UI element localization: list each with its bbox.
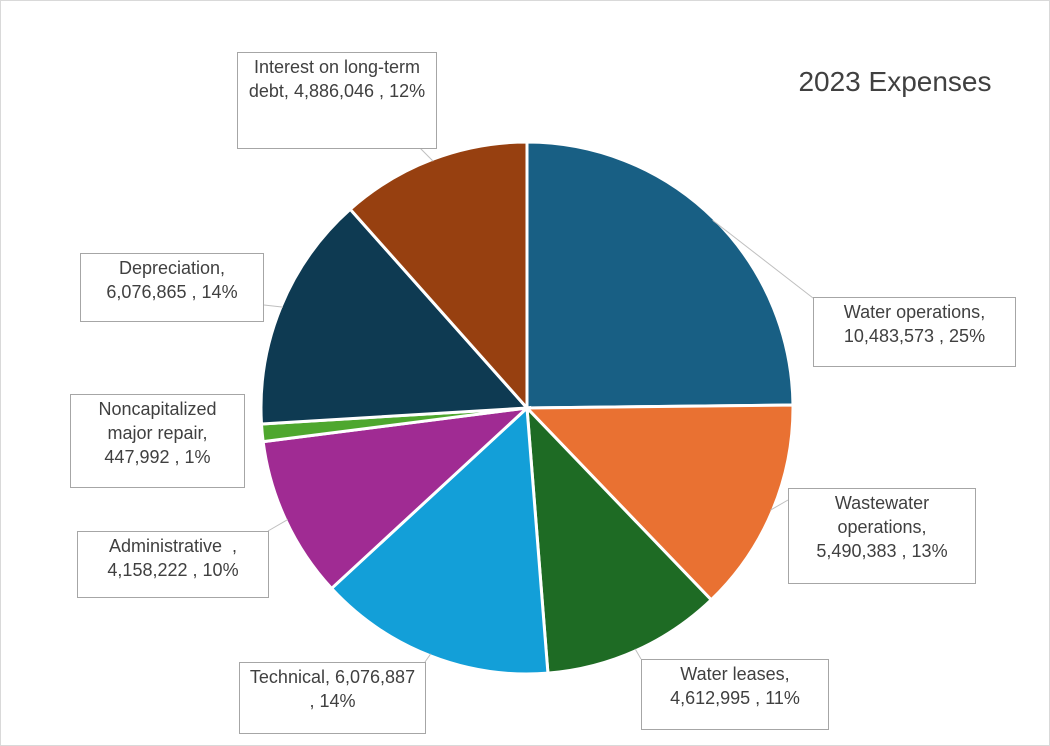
separator: , [921, 517, 927, 537]
leader-line [267, 519, 288, 532]
value-label: 6,076,887 [335, 667, 416, 687]
data-label: Technical, 6,076,887 , 14% [239, 662, 426, 734]
leader-line [419, 147, 434, 162]
separator: , [174, 447, 180, 467]
separator: , [901, 541, 907, 561]
pie-slice [525, 140, 795, 410]
leader-line [424, 653, 432, 663]
percent-label: 11% [765, 688, 800, 708]
separator: , [192, 560, 198, 580]
separator: , [755, 688, 761, 708]
percent-label: 12% [389, 81, 426, 101]
separator: , [191, 282, 197, 302]
category: Noncapitalized major repair [98, 399, 222, 443]
data-label: Depreciation, 6,076,865 , 14% [80, 253, 264, 322]
separator: , [324, 667, 330, 687]
percent-label: 14% [319, 691, 356, 711]
value-label: 5,490,383 [816, 541, 897, 561]
category: Technical [249, 667, 325, 687]
category: Interest on long-term debt [248, 57, 426, 101]
data-label: Interest on long-term debt, 4,886,046 , … [237, 52, 437, 149]
separator: , [309, 691, 315, 711]
data-label: Wastewater operations, 5,490,383 , 13% [788, 488, 976, 584]
leader-line [263, 304, 284, 308]
separator: , [784, 664, 790, 684]
separator: , [283, 81, 289, 101]
separator: , [379, 81, 385, 101]
pie-slice [523, 403, 795, 602]
leader-line [634, 648, 642, 660]
separator: , [232, 536, 238, 556]
pie-slice [348, 140, 529, 412]
category: Water leases [680, 664, 785, 684]
pie-slice [259, 207, 531, 426]
percent-label: 13% [911, 541, 948, 561]
value-label: 6,076,865 [106, 282, 187, 302]
chart-title: 2023 Expenses [798, 66, 992, 97]
value-label: 4,158,222 [107, 560, 188, 580]
data-label: Water leases, 4,612,995 , 11% [641, 659, 829, 730]
category: Administrative [108, 536, 233, 556]
category: Depreciation [118, 258, 221, 278]
data-label: Noncapitalized major repair, 447,992 , 1… [70, 394, 245, 488]
percent-label: 10% [202, 560, 239, 580]
percent-label: 1% [184, 447, 211, 467]
separator: , [220, 258, 226, 278]
leader-line [712, 219, 814, 299]
category: Wastewater operations [834, 493, 935, 537]
category: Water operations [843, 302, 981, 322]
separator: , [939, 326, 945, 346]
data-label: Administrative , 4,158,222 , 10% [77, 531, 269, 598]
value-label: 4,612,995 [670, 688, 751, 708]
percent-label: 14% [201, 282, 238, 302]
separator: , [202, 423, 208, 443]
data-label: Water operations, 10,483,573 , 25% [813, 297, 1016, 367]
leader-line [770, 499, 789, 511]
value-label: 10,483,573 [843, 326, 934, 346]
value-label: 447,992 [104, 447, 170, 467]
value-label: 4,886,046 [293, 81, 375, 101]
percent-label: 25% [949, 326, 986, 346]
separator: , [980, 302, 986, 322]
